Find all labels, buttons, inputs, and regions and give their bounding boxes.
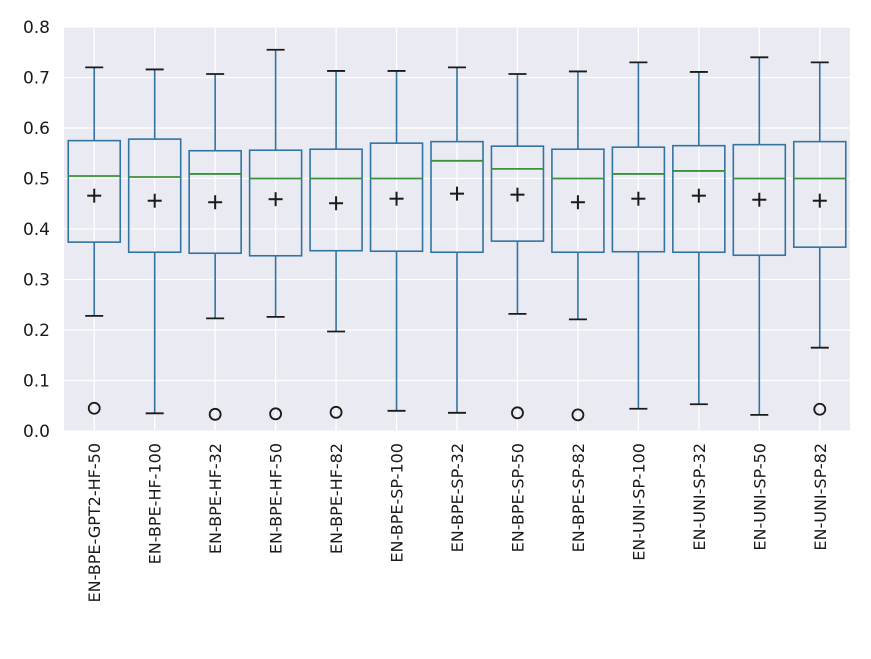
x-tick-label: EN-UNI-SP-100: [629, 443, 648, 561]
box-group: [490, 73, 545, 420]
y-tick-label: 0.8: [23, 18, 50, 38]
box: [732, 143, 787, 257]
x-tick-label: EN-BPE-SP-50: [508, 443, 527, 552]
box-group: [430, 66, 484, 414]
x-tick-label: EN-BPE-HF-32: [206, 443, 225, 554]
x-tick-label: EN-BPE-GPT2-HF-50: [85, 443, 104, 603]
outlier-point: [87, 401, 101, 415]
box: [67, 139, 122, 243]
x-tick-label: EN-BPE-SP-82: [569, 443, 588, 552]
y-axis-ticks: 0.0 0.1 0.2 0.3 0.4 0.5 0.6 0.7 0.8: [23, 18, 50, 442]
box-group: [188, 73, 242, 421]
y-tick-label: 0.6: [23, 119, 50, 139]
outlier-point: [329, 405, 343, 419]
outlier-point: [208, 407, 222, 421]
box-group: [309, 70, 363, 419]
box-group: [551, 70, 605, 422]
box: [309, 148, 363, 252]
x-tick-label: EN-BPE-HF-82: [327, 443, 346, 554]
outlier-point: [813, 402, 827, 416]
box: [188, 149, 242, 255]
y-tick-label: 0.0: [23, 422, 50, 442]
x-tick-label: EN-UNI-SP-50: [750, 443, 769, 551]
box-group: [248, 48, 303, 421]
box-group: [672, 71, 726, 406]
box: [792, 140, 847, 248]
box: [430, 140, 484, 254]
y-tick-label: 0.3: [23, 271, 50, 291]
box: [672, 144, 726, 254]
y-tick-label: 0.5: [23, 170, 50, 190]
outlier-point: [269, 407, 283, 421]
box: [248, 149, 303, 257]
box-group: [127, 68, 182, 415]
box-group: [67, 66, 122, 415]
box: [369, 142, 424, 253]
x-axis-ticks: EN-BPE-GPT2-HF-50 EN-BPE-HF-100 EN-BPE-HF-…: [85, 443, 830, 603]
box-group: [792, 61, 847, 416]
y-tick-label: 0.7: [23, 69, 50, 89]
box: [551, 148, 605, 254]
x-tick-label: EN-BPE-HF-100: [146, 443, 165, 564]
box: [490, 145, 545, 242]
x-tick-label: EN-UNI-SP-82: [811, 443, 830, 551]
outlier-point: [511, 406, 524, 420]
x-tick-label: EN-BPE-SP-32: [448, 443, 467, 552]
box: [611, 146, 666, 253]
outlier-point: [571, 408, 585, 422]
y-tick-label: 0.2: [23, 321, 50, 341]
box-group: [611, 61, 666, 410]
boxes: [67, 48, 847, 422]
box: [127, 138, 182, 254]
y-tick-label: 0.4: [23, 220, 50, 240]
y-tick-label: 0.1: [23, 372, 50, 392]
box-group: [369, 70, 424, 412]
box-group: [732, 56, 787, 416]
x-tick-label: EN-BPE-SP-100: [388, 443, 407, 563]
x-tick-label: EN-BPE-HF-50: [267, 443, 286, 554]
x-tick-label: EN-UNI-SP-32: [690, 443, 709, 551]
